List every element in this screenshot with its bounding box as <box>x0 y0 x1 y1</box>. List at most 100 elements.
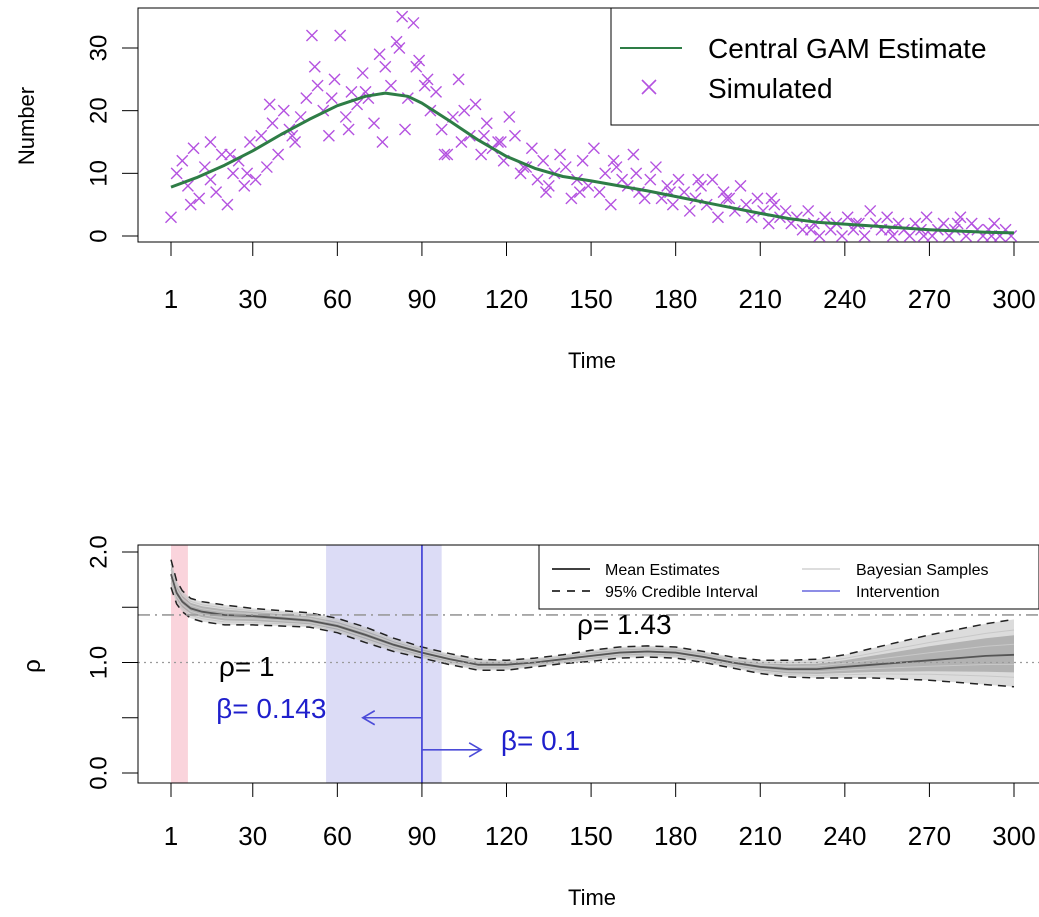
y-tick-label: 0 <box>85 229 112 242</box>
x-tick-label: 30 <box>238 821 267 851</box>
simulated-point <box>988 217 1001 230</box>
simulated-point <box>396 10 409 23</box>
simulated-point <box>807 217 820 230</box>
legend-label: Central GAM Estimate <box>708 33 987 64</box>
x-tick-label: 60 <box>323 821 352 851</box>
simulated-point <box>475 148 488 161</box>
simulated-point <box>672 173 685 186</box>
simulated-point <box>954 211 967 224</box>
simulated-point <box>864 204 877 217</box>
simulated-point <box>165 211 177 224</box>
simulated-point <box>503 110 516 123</box>
simulated-point <box>576 154 589 167</box>
simulated-point <box>193 192 206 205</box>
simulated-point <box>599 167 612 180</box>
simulated-point <box>607 154 620 167</box>
simulated-point <box>796 223 809 236</box>
simulated-point <box>345 85 358 98</box>
x-tick-label: 180 <box>654 821 697 851</box>
simulated-point <box>852 217 865 230</box>
simulated-point <box>542 179 555 192</box>
simulated-point <box>458 104 471 117</box>
simulated-point <box>903 230 916 242</box>
simulated-point <box>565 192 578 205</box>
simulated-point <box>525 142 538 155</box>
simulated-point <box>435 123 448 136</box>
simulated-point <box>376 136 389 148</box>
simulated-point <box>813 230 826 242</box>
y-tick-label: 0.0 <box>85 756 112 789</box>
simulated-point <box>356 67 369 80</box>
simulated-point <box>765 192 778 205</box>
simulated-point <box>438 148 451 161</box>
simulated-point <box>452 73 465 86</box>
simulated-point <box>373 48 386 61</box>
simulated-point <box>480 117 493 130</box>
simulated-point <box>587 142 600 155</box>
bayesian-sample-line <box>170 563 1015 664</box>
x-tick-label: 240 <box>823 821 866 851</box>
simulated-point <box>683 204 696 217</box>
x-tick-label: 210 <box>739 821 782 851</box>
x-tick-label: 90 <box>407 284 436 314</box>
annotation: ρ= 1 <box>219 651 275 682</box>
simulated-point <box>421 73 434 86</box>
legend-label: Bayesian Samples <box>856 562 989 579</box>
legend-label: 95% Credible Interval <box>605 584 758 601</box>
y-axis-label: ρ <box>19 659 46 673</box>
simulated-point <box>539 186 552 199</box>
simulated-point <box>215 148 228 161</box>
simulated-point <box>951 217 964 230</box>
simulated-point <box>920 211 933 224</box>
simulated-point <box>277 104 290 117</box>
simulated-point <box>289 136 302 148</box>
x-tick-label: 270 <box>908 284 951 314</box>
x-axis-label: Time <box>568 885 616 910</box>
simulated-point <box>706 173 719 186</box>
x-tick-label: 210 <box>739 284 782 314</box>
simulated-point <box>711 211 724 224</box>
simulated-point <box>762 217 775 230</box>
simulated-point <box>802 204 815 217</box>
x-tick-label: 150 <box>569 284 612 314</box>
simulated-point <box>238 179 251 192</box>
simulated-point <box>210 186 223 199</box>
simulated-point <box>342 123 355 136</box>
simulated-point <box>325 92 338 105</box>
rho-series <box>170 559 1015 688</box>
bayesian-sample-line <box>170 583 1015 678</box>
simulated-points <box>165 10 1018 242</box>
legend-box <box>538 544 1039 610</box>
beta-arrow-head <box>468 742 483 758</box>
simulated-point <box>604 198 617 211</box>
simulated-point <box>322 129 335 142</box>
simulated-point <box>339 110 352 123</box>
annotation: ρ= 1.43 <box>577 609 672 640</box>
x-tick-label: 150 <box>569 821 612 851</box>
simulated-point <box>477 129 490 142</box>
legend-top: Central GAM Estimate Simulated <box>610 7 1039 126</box>
simulated-point <box>224 148 237 161</box>
simulated-point <box>410 60 423 73</box>
simulated-point <box>644 173 657 186</box>
x-tick-label: 60 <box>323 284 352 314</box>
annotation: β= 0.1 <box>501 725 580 756</box>
x-tick-label: 90 <box>407 821 436 851</box>
simulated-point <box>858 230 871 242</box>
simulated-point <box>841 211 854 224</box>
plot-frame <box>137 7 1039 243</box>
simulated-point <box>393 42 406 54</box>
y-tick-label: 2.0 <box>85 535 112 568</box>
legend-label: Mean Estimates <box>605 562 720 579</box>
intervention-band <box>326 545 442 783</box>
x-tick-label: 300 <box>992 284 1035 314</box>
credible-interval-lower <box>170 587 1015 688</box>
x-axis-label: Time <box>568 348 616 373</box>
simulated-point <box>399 123 412 136</box>
simulated-point <box>649 161 662 174</box>
simulated-point <box>227 167 240 180</box>
simulated-point <box>469 98 482 111</box>
y-tick-label: 10 <box>85 160 112 187</box>
plot-number-vs-time: 0 10 20 30 1 30 60 90 120 150 180 210 240 270 300 Time N… <box>14 7 1039 373</box>
simulated-point <box>184 198 197 211</box>
